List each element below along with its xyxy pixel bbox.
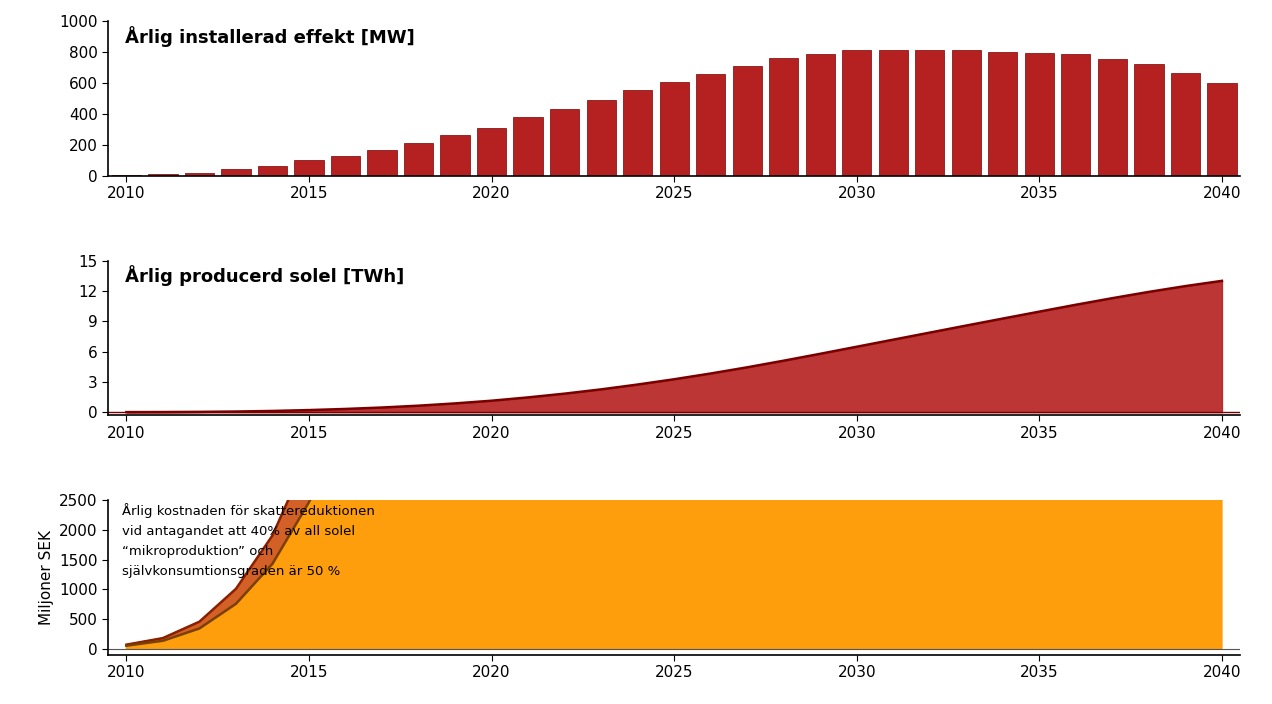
Bar (258, 165, 287, 176)
Bar (733, 66, 762, 176)
Bar (404, 143, 434, 176)
Bar (660, 82, 688, 176)
Bar (331, 156, 360, 176)
Text: Årlig kostnaden för skattereduktionen
vid antagandet att 40% av all solel
“mikro: Årlig kostnaden för skattereduktionen vi… (122, 503, 374, 578)
Bar (184, 172, 214, 176)
Bar (696, 74, 725, 176)
Bar (294, 161, 323, 176)
Bar (1170, 73, 1199, 176)
Bar (586, 100, 616, 176)
Bar (879, 51, 908, 176)
Bar (1135, 64, 1164, 176)
Bar (440, 135, 469, 176)
Bar (550, 109, 579, 176)
Bar (1207, 83, 1236, 176)
Bar (149, 175, 178, 176)
Bar (221, 170, 251, 176)
Bar (842, 51, 871, 176)
Bar (951, 51, 981, 176)
Bar (770, 58, 799, 176)
Y-axis label: Miljoner SEK: Miljoner SEK (38, 530, 53, 625)
Text: Årlig producerd solel [TWh]: Årlig producerd solel [TWh] (125, 265, 404, 287)
Bar (805, 54, 834, 176)
Bar (623, 90, 653, 176)
Text: Årlig installerad effekt [MW]: Årlig installerad effekt [MW] (125, 26, 415, 46)
Bar (1025, 53, 1054, 176)
Bar (368, 150, 397, 176)
Bar (477, 127, 506, 176)
Bar (112, 175, 141, 176)
Bar (1098, 59, 1127, 176)
Bar (514, 117, 543, 176)
Bar (988, 52, 1018, 176)
Bar (915, 51, 944, 176)
Bar (1061, 54, 1090, 176)
